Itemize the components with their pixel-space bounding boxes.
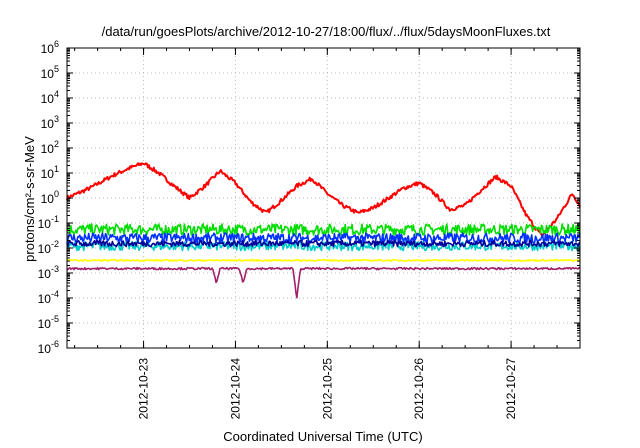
- series-line-6: [66, 258, 581, 262]
- y-axis: 10-6 10-5 10-4 10-3 10-2 10-1 100 101 102 103 104 1…: [38, 39, 580, 356]
- series-line-2: [66, 223, 581, 236]
- chart-title: /data/run/goesPlots/archive/2012-10-27/1…: [102, 24, 551, 39]
- x-tick-label: 2012-10-24: [228, 358, 242, 420]
- y-tick-label: 103: [41, 114, 59, 131]
- y-tick-label: 105: [41, 64, 59, 81]
- y-tick-label: 102: [41, 139, 59, 156]
- x-tick-label: 2012-10-25: [320, 358, 334, 420]
- x-axis: 2012-10-23 2012-10-24 2012-10-25 2012-10-26…: [74, 48, 558, 420]
- y-tick-label: 100: [41, 189, 59, 206]
- y-tick-label: 10-6: [38, 339, 59, 356]
- y-tick-label: 106: [41, 39, 59, 56]
- x-tick-label: 2012-10-23: [137, 358, 151, 420]
- y-axis-label: protons/cm²-s-sr-MeV: [22, 136, 37, 262]
- y-tick-label: 10-1: [38, 214, 59, 231]
- y-tick-label: 104: [41, 89, 59, 106]
- series-group: [66, 162, 581, 299]
- x-tick-label: 2012-10-27: [504, 358, 518, 420]
- series-line-5: [66, 239, 581, 248]
- y-tick-label: 10-2: [38, 239, 59, 256]
- x-tick-label: 2012-10-26: [412, 358, 426, 420]
- x-axis-label: Coordinated Universal Time (UTC): [223, 429, 422, 444]
- grid: [67, 48, 580, 348]
- y-tick-label: 10-5: [38, 314, 59, 331]
- y-tick-label: 10-3: [38, 264, 59, 281]
- y-tick-label: 10-4: [38, 289, 59, 306]
- y-tick-label: 101: [41, 164, 59, 181]
- series-line-7: [66, 266, 581, 299]
- series-line-1: [66, 162, 581, 238]
